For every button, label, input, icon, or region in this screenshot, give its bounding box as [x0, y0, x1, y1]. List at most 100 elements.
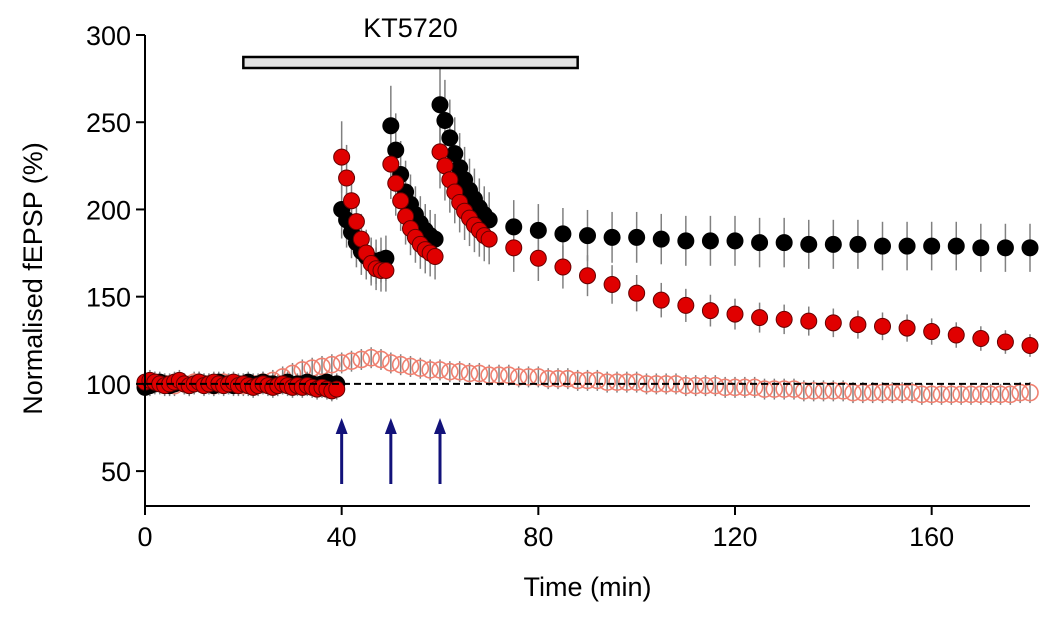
red-point — [947, 326, 965, 344]
x-tick-label: 0 — [137, 522, 152, 552]
black-point — [701, 232, 719, 250]
y-tick-label: 100 — [86, 370, 131, 400]
axes: 50 100 150 200 250 300 0 40 80 120 160 — [86, 21, 1030, 552]
open-red-point — [942, 385, 961, 404]
red-point — [333, 148, 351, 166]
open-red-point — [962, 385, 980, 404]
red-point — [328, 380, 346, 398]
open-red-point — [382, 354, 400, 372]
open-red-point — [1001, 385, 1020, 404]
open-red-point — [411, 359, 430, 377]
open-red-point — [627, 373, 646, 391]
x-tick-label: 40 — [327, 522, 357, 552]
red-point — [603, 275, 621, 293]
black-point — [1021, 239, 1039, 257]
open-red-point — [519, 368, 538, 386]
open-red-point — [913, 385, 931, 404]
open-red-point — [834, 382, 852, 400]
red-point — [382, 155, 400, 173]
open-red-point — [588, 371, 607, 390]
black-point — [480, 211, 498, 229]
y-tick-label: 150 — [86, 283, 131, 313]
black-point — [652, 230, 670, 248]
open-red-point — [745, 378, 764, 397]
black-point — [947, 237, 965, 255]
red-point — [849, 316, 867, 334]
open-red-point — [598, 373, 616, 391]
black-point — [824, 235, 842, 253]
open-red-point — [686, 376, 705, 395]
red-point — [392, 192, 410, 210]
arrow-up-icon — [335, 418, 348, 434]
red-point — [529, 249, 547, 267]
open-red-point — [332, 354, 351, 372]
black-point — [554, 225, 572, 243]
open-red-point — [696, 376, 715, 395]
open-red-point — [470, 364, 489, 383]
red-point — [923, 323, 941, 341]
open-red-point — [765, 380, 784, 398]
stimulus-arrows — [335, 418, 446, 484]
open-red-point — [932, 385, 951, 404]
red-point — [628, 284, 646, 302]
open-red-point — [775, 380, 793, 398]
open-red-point — [736, 378, 754, 397]
x-axis-title: Time (min) — [524, 572, 652, 602]
y-tick-label: 300 — [86, 21, 131, 51]
open-red-point — [608, 373, 626, 391]
black-point — [996, 239, 1014, 257]
open-red-point — [342, 352, 361, 371]
black-point — [874, 237, 891, 255]
open-red-point — [785, 380, 803, 398]
y-tick-label: 250 — [86, 108, 131, 138]
red-point — [377, 262, 395, 279]
open-red-point — [922, 385, 941, 404]
black-point — [677, 232, 695, 250]
open-red-point — [362, 348, 380, 367]
x-tick-label: 120 — [712, 522, 757, 552]
black-point — [529, 221, 547, 239]
black-point — [849, 235, 867, 253]
red-point — [480, 230, 498, 248]
open-red-point — [372, 350, 390, 369]
red-point — [726, 305, 744, 323]
arrow-up-icon — [434, 418, 446, 434]
black-point — [382, 117, 400, 135]
red-point — [775, 310, 793, 328]
open-red-point — [323, 355, 341, 374]
open-red-point — [814, 382, 833, 400]
black-point — [800, 235, 818, 253]
open-red-point — [391, 355, 410, 374]
open-red-point — [677, 376, 695, 395]
red-point — [554, 258, 572, 276]
arrow-up-icon — [384, 418, 397, 434]
open-red-point — [716, 378, 734, 397]
red-point — [751, 309, 769, 327]
open-red-point — [952, 385, 970, 404]
drug-application-bar: KT5720 — [242, 13, 579, 70]
open-red-point — [549, 369, 567, 388]
open-red-point — [981, 385, 1000, 404]
black-point — [436, 111, 454, 129]
black-point — [923, 237, 941, 255]
red-point — [343, 192, 360, 210]
black-point — [775, 234, 793, 252]
open-red-point — [529, 368, 548, 386]
open-red-point — [883, 383, 902, 402]
open-red-point — [755, 380, 774, 398]
x-tick-label: 80 — [523, 522, 553, 552]
red-point — [387, 174, 405, 192]
open-red-point — [618, 373, 636, 391]
red-point — [579, 267, 596, 285]
open-red-point — [313, 357, 331, 376]
red-point — [701, 302, 719, 320]
red-point — [347, 213, 365, 231]
open-red-point — [903, 383, 921, 402]
red-point — [824, 314, 842, 332]
red-point — [338, 169, 356, 187]
open-red-point — [972, 385, 990, 404]
black-point — [898, 237, 916, 255]
open-red-point — [421, 361, 439, 379]
black-point — [505, 218, 523, 236]
